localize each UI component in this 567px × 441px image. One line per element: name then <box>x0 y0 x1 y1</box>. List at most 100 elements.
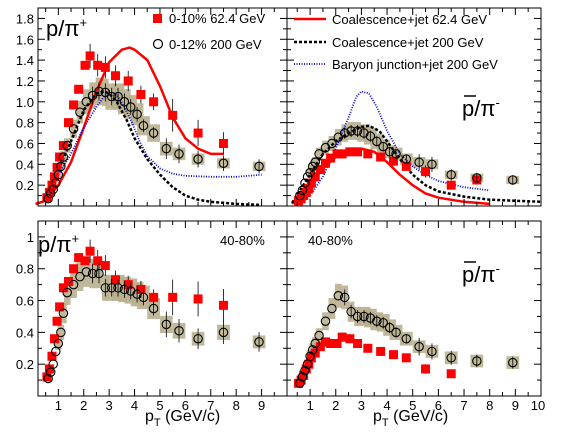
data-point-circle-bottom-right <box>320 316 331 326</box>
data-point-circle-top-right <box>401 154 412 164</box>
sys-band-top-right <box>315 147 323 161</box>
data-point-square-bottom-left <box>42 372 52 382</box>
data-point-circle-bottom-right <box>427 346 437 357</box>
data-point-square-top-right <box>376 152 386 162</box>
x-tick-label-left: 7 <box>207 398 214 413</box>
panel-label-top-right: p/π- <box>462 95 500 121</box>
data-point-circle-top-left <box>113 91 123 102</box>
data-point-square-bottom-left <box>149 292 159 302</box>
legend-label-coal-200: Coalescence+jet 200 GeV <box>332 35 484 50</box>
data-point-square-top-left <box>136 89 146 99</box>
sys-band-top-right <box>334 128 342 146</box>
data-point-square-bottom-right <box>301 364 311 374</box>
data-point-circle-top-left <box>75 107 85 117</box>
data-point-square-bottom-left <box>110 275 120 285</box>
data-point-square-bottom-left <box>63 276 73 286</box>
data-point-circle-bottom-right <box>333 291 344 301</box>
data-point-square-top-left <box>63 118 73 128</box>
data-point-square-bottom-right <box>345 334 355 344</box>
data-point-square-top-right <box>421 167 431 177</box>
data-point-circle-bottom-left <box>43 373 53 384</box>
data-point-circle-bottom-right <box>414 341 424 352</box>
panel-label-bottom-right: p/π- <box>462 261 500 287</box>
x-tick-label-right: 7 <box>460 398 467 413</box>
model-curve-top-left <box>57 90 262 207</box>
data-point-square-bottom-right <box>320 337 330 347</box>
data-point-square-top-left <box>69 100 79 110</box>
data-point-square-top-right <box>388 156 398 166</box>
y-tick-label-top: 1.8 <box>16 11 34 26</box>
data-point-circle-bottom-left <box>148 303 159 314</box>
data-point-circle-bottom-right <box>472 356 482 366</box>
data-point-square-top-left <box>149 97 159 107</box>
data-point-square-top-right <box>320 158 330 168</box>
data-point-square-bottom-right <box>296 375 306 385</box>
y-tick-label-top: 0.6 <box>16 136 34 151</box>
data-point-square-bottom-right <box>388 350 398 360</box>
x-tick-label-left: 8 <box>233 398 240 413</box>
data-point-circle-top-left <box>56 161 66 172</box>
data-point-square-top-left <box>42 193 52 203</box>
data-point-circle-bottom-right <box>295 378 305 389</box>
x-axis-title-right: pT (GeV/c) <box>373 408 448 429</box>
data-point-circle-top-right <box>346 126 356 136</box>
x-tick-label-right: 8 <box>486 398 493 413</box>
data-point-circle-top-right <box>391 149 401 159</box>
data-point-circle-bottom-right <box>446 353 456 363</box>
legend-label-62gev: 0-10% 62.4 GeV <box>169 11 265 26</box>
data-point-circle-bottom-left <box>254 337 264 347</box>
data-point-circle-bottom-right <box>359 311 369 322</box>
data-point-circle-bottom-right <box>372 316 382 326</box>
data-point-circle-top-right <box>472 173 482 183</box>
data-point-circle-bottom-right <box>307 345 318 355</box>
data-point-square-bottom-left <box>93 256 103 266</box>
data-point-circle-bottom-right <box>305 351 315 361</box>
data-point-circle-top-left <box>62 140 72 151</box>
y-tick-label-top: 1.6 <box>16 32 34 47</box>
data-point-circle-top-right <box>339 128 350 138</box>
data-point-circle-bottom-left <box>174 326 184 336</box>
data-point-square-bottom-left <box>55 302 65 312</box>
data-point-circle-top-right <box>327 138 337 149</box>
data-point-circle-top-left <box>218 158 229 169</box>
data-point-square-bottom-right <box>332 339 342 348</box>
data-point-square-top-left <box>85 51 95 61</box>
data-point-square-bottom-left <box>100 261 110 271</box>
panel-frames <box>37 7 542 397</box>
sys-band-bottom-left <box>70 271 77 298</box>
x-tick-label-right: 5 <box>409 398 416 413</box>
sys-band-top-right <box>322 140 329 155</box>
data-point-square-bottom-left <box>44 364 54 374</box>
data-point-square-bottom-right <box>353 339 363 348</box>
data-point-circle-bottom-right <box>378 318 388 328</box>
x-tick-label-right: 4 <box>383 398 390 413</box>
data-point-circle-bottom-right <box>300 365 310 376</box>
data-point-circle-top-left <box>43 193 53 204</box>
data-point-circle-top-left <box>48 184 58 195</box>
data-point-circle-top-left <box>68 124 79 134</box>
data-point-circle-top-left <box>174 149 184 159</box>
data-point-circle-top-left <box>51 178 61 188</box>
data-point-circle-bottom-left <box>48 359 58 369</box>
data-point-circle-bottom-left <box>218 327 229 338</box>
sys-band-bottom-left <box>63 280 71 305</box>
data-point-square-bottom-right <box>306 353 316 363</box>
data-point-square-bottom-left <box>123 280 133 290</box>
data-point-square-bottom-right <box>421 364 431 374</box>
sys-band-top-left <box>82 89 90 115</box>
data-point-circle-bottom-left <box>100 283 111 293</box>
data-point-square-top-right <box>337 149 347 159</box>
data-point-circle-bottom-left <box>58 308 69 319</box>
data-point-square-top-left <box>110 71 120 81</box>
data-point-circle-bottom-left <box>113 283 123 293</box>
x-tick-label-left: 4 <box>131 398 138 413</box>
data-point-square-bottom-left <box>85 246 95 256</box>
data-point-circle-top-left <box>132 109 142 120</box>
data-point-circle-bottom-left <box>119 284 130 295</box>
sys-band-bottom-left <box>57 324 65 340</box>
data-point-circle-bottom-right <box>327 303 337 314</box>
data-point-square-bottom-left <box>168 292 178 302</box>
y-tick-label-top: 0.2 <box>16 178 34 193</box>
data-point-square-top-left <box>218 138 228 148</box>
